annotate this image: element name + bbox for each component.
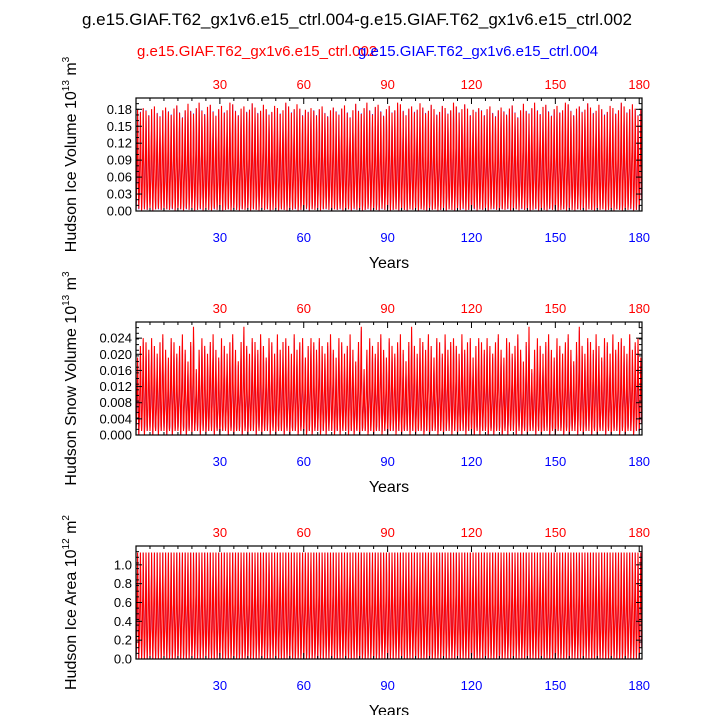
x-tick-label-bottom: 30 — [213, 454, 227, 469]
x-tick-label-top: 90 — [380, 77, 394, 92]
y-axis-label-name: Hudson Ice Area — [63, 567, 80, 690]
x-tick-label-bottom: 120 — [461, 678, 483, 693]
series-line-red — [135, 326, 643, 436]
x-tick-label-bottom: 30 — [213, 230, 227, 245]
y-axis-label: Hudson Ice Volume 1013 m3 — [61, 56, 80, 252]
y-tick-label: 0.0 — [114, 652, 132, 667]
page-title: g.e15.GIAF.T62_gx1v6.e15_ctrl.004-g.e15.… — [82, 10, 632, 29]
y-tick-label: 0.004 — [99, 411, 132, 426]
chart-panel-1: 30 30 60 60 90 90 120 120 150 150 180 180 0.00 0.03 0.… — [61, 56, 650, 272]
y-axis-unit-exp2: 2 — [61, 515, 72, 521]
y-axis-unit-exp2: 3 — [61, 271, 72, 277]
x-tick-label-bottom: 30 — [213, 678, 227, 693]
x-tick-label-top: 120 — [461, 301, 483, 316]
y-tick-label: 0.4 — [114, 614, 132, 629]
x-tick-label-top: 60 — [297, 525, 311, 540]
x-tick-label-bottom: 60 — [297, 678, 311, 693]
x-tick-label-bottom: 120 — [461, 230, 483, 245]
y-tick-label: 1.0 — [114, 557, 132, 572]
x-tick-label-top: 90 — [380, 301, 394, 316]
y-axis-label: Hudson Snow Volume 1013 m3 — [61, 271, 80, 486]
x-tick-label-top: 60 — [297, 301, 311, 316]
y-tick-label: 0.008 — [99, 395, 132, 410]
legend-red-label: g.e15.GIAF.T62_gx1v6.e15_ctrl.002 — [137, 43, 377, 60]
panels-group: 3030606090901201201501501801800.000.030.… — [61, 56, 650, 715]
y-tick-label: 0.03 — [107, 187, 132, 202]
x-tick-label-bottom: 60 — [297, 230, 311, 245]
x-tick-label-top: 150 — [544, 301, 566, 316]
y-tick-label: 0.2 — [114, 633, 132, 648]
x-tick-label-bottom: 90 — [380, 454, 394, 469]
y-axis-label-name: Hudson Ice Volume — [63, 109, 80, 252]
y-tick-label: 0.18 — [107, 102, 132, 117]
y-tick-label: 0.15 — [107, 119, 132, 134]
x-tick-label-bottom: 90 — [380, 678, 394, 693]
x-tick-label-top: 180 — [628, 77, 650, 92]
y-tick-label: 0.00 — [107, 204, 132, 219]
x-tick-label-bottom: 60 — [297, 454, 311, 469]
x-tick-label-top: 150 — [544, 525, 566, 540]
y-axis-unit-m: m — [63, 521, 80, 539]
y-tick-label: 0.000 — [99, 428, 132, 443]
y-tick-label: 0.6 — [114, 595, 132, 610]
y-axis-unit-exp: 13 — [61, 80, 72, 92]
y-axis-unit-m: m — [63, 62, 80, 80]
y-axis-unit-base: 10 — [63, 91, 80, 109]
x-tick-label-bottom: 180 — [628, 454, 650, 469]
y-tick-label: 0.09 — [107, 153, 132, 168]
x-tick-label-bottom: 150 — [544, 454, 566, 469]
x-tick-label-bottom: 90 — [380, 230, 394, 245]
x-tick-label-top: 60 — [297, 77, 311, 92]
y-axis-unit-exp: 12 — [61, 538, 72, 550]
y-axis-unit-base: 10 — [63, 549, 80, 567]
y-tick-label: 0.8 — [114, 576, 132, 591]
series-line-red — [135, 552, 643, 660]
y-axis-unit-base: 10 — [63, 306, 80, 324]
x-axis-label: Years — [369, 255, 409, 272]
x-tick-label-top: 150 — [544, 77, 566, 92]
y-tick-label: 0.020 — [99, 347, 132, 362]
x-axis-label: Years — [369, 479, 409, 496]
x-tick-label-top: 90 — [380, 525, 394, 540]
y-tick-label: 0.016 — [99, 363, 132, 378]
x-tick-label-top: 120 — [461, 525, 483, 540]
series-line-red — [135, 102, 643, 211]
y-axis-label-name: Hudson Snow Volume — [63, 324, 80, 486]
y-axis-unit-m: m — [63, 277, 80, 295]
chart-panel-2: 30 30 60 60 90 90 120 120 150 150 180 180 0.000 0.004… — [61, 271, 650, 496]
x-axis-label: Years — [369, 703, 409, 715]
legend-blue-label: g.e15.GIAF.T62_gx1v6.e15_ctrl.004 — [358, 43, 598, 60]
y-tick-label: 0.012 — [99, 379, 132, 394]
x-tick-label-bottom: 150 — [544, 678, 566, 693]
x-tick-label-top: 120 — [461, 77, 483, 92]
x-tick-label-bottom: 120 — [461, 454, 483, 469]
y-axis-unit-exp2: 3 — [61, 56, 72, 62]
x-tick-label-bottom: 180 — [628, 678, 650, 693]
x-tick-label-top: 30 — [213, 77, 227, 92]
y-axis-label: Hudson Ice Area 1012 m2 — [61, 515, 80, 690]
x-tick-label-top: 30 — [213, 525, 227, 540]
y-axis-unit-exp: 13 — [61, 294, 72, 306]
chart-panel-3: 30 30 60 60 90 90 120 120 150 150 180 180 0.0 0.2 0.4 0… — [61, 515, 650, 715]
x-tick-label-bottom: 150 — [544, 230, 566, 245]
x-tick-label-top: 30 — [213, 301, 227, 316]
y-tick-label: 0.12 — [107, 136, 132, 151]
x-tick-label-top: 180 — [628, 525, 650, 540]
x-tick-label-bottom: 180 — [628, 230, 650, 245]
y-tick-label: 0.024 — [99, 331, 132, 346]
y-tick-label: 0.06 — [107, 170, 132, 185]
x-tick-label-top: 180 — [628, 301, 650, 316]
